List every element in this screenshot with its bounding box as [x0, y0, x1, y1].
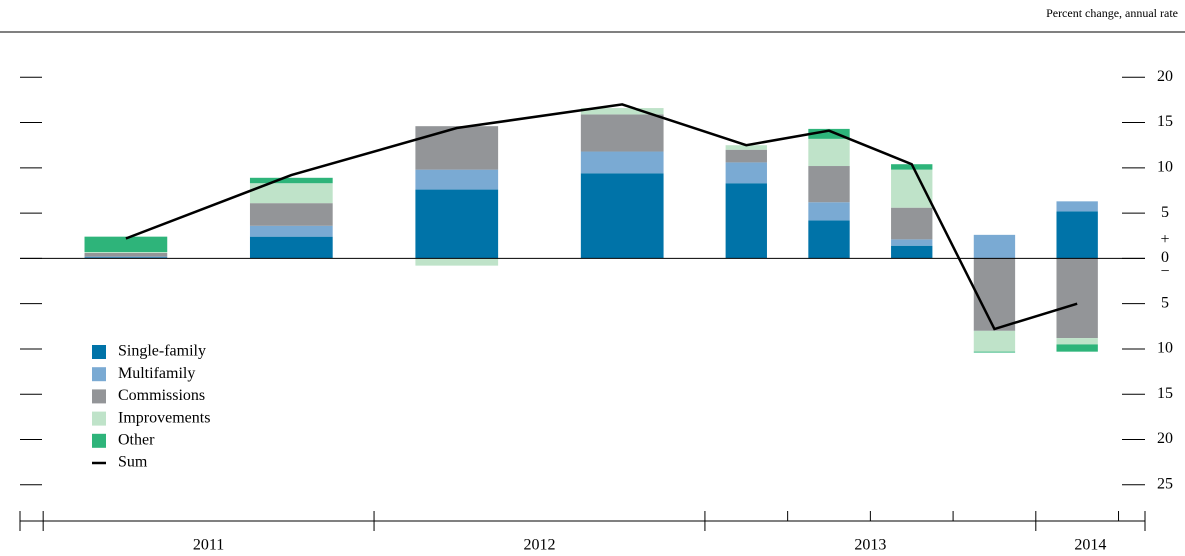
bar-segment	[249, 203, 333, 226]
legend-swatch	[92, 433, 106, 448]
bar-segment	[1056, 201, 1098, 212]
unit-label: Percent change, annual rate	[1046, 6, 1178, 20]
bar-segment	[84, 252, 168, 253]
x-tick-label: 2013	[854, 537, 886, 554]
bar-segment	[891, 239, 933, 246]
legend-label: Single-family	[118, 343, 206, 360]
legend-swatch	[92, 411, 106, 426]
bar-segment	[249, 183, 333, 204]
x-tick-label: 2014	[1074, 537, 1106, 554]
bar-segment	[249, 177, 333, 184]
y-tick-label: 0	[1161, 249, 1169, 266]
y-tick-label: 10	[1157, 340, 1173, 357]
bar-segment	[973, 330, 1016, 352]
legend-swatch	[92, 345, 106, 359]
bar-segment	[415, 169, 499, 190]
sign-label: −	[1160, 263, 1169, 280]
bar-segment	[725, 162, 767, 184]
bar-segment	[725, 149, 767, 163]
legend-label: Commissions	[118, 387, 205, 404]
y-tick-label: 20	[1157, 430, 1173, 447]
bar-segment	[1056, 338, 1098, 345]
bar-segment	[973, 234, 1016, 259]
y-tick-label: 5	[1161, 204, 1169, 221]
bar-segment	[415, 189, 499, 259]
legend-swatch	[92, 367, 106, 382]
bar-segment	[725, 145, 767, 150]
legend-label: Other	[118, 431, 155, 448]
sum-line	[125, 103, 1078, 331]
bar-segment	[973, 351, 1016, 353]
legend-label: Sum	[118, 454, 148, 471]
bar-segment	[891, 207, 933, 240]
y-tick-label: 15	[1157, 385, 1173, 402]
y-tick-label: 20	[1157, 68, 1173, 85]
bar-segment	[580, 114, 664, 152]
y-tick-label: 10	[1157, 159, 1173, 176]
bar-segment	[84, 256, 168, 258]
bar-segment	[84, 252, 168, 257]
y-tick-label: 5	[1161, 294, 1169, 311]
bar-segment	[1056, 344, 1098, 352]
bar-segment	[725, 183, 767, 259]
legend-label: Improvements	[118, 409, 210, 426]
x-tick-label: 2012	[523, 537, 555, 554]
bar-segment	[808, 138, 850, 167]
bar-segment	[973, 258, 1016, 331]
bar-segment	[580, 108, 664, 115]
bar-segment	[1056, 211, 1098, 259]
bar-segment	[580, 173, 664, 259]
bar-segment	[415, 258, 499, 266]
x-tick-label: 2011	[193, 537, 224, 554]
y-tick-label: 15	[1157, 113, 1173, 130]
y-tick-label: 25	[1157, 475, 1173, 492]
bar-segment	[84, 236, 168, 253]
bar-segment	[1056, 258, 1098, 339]
bar-segment	[808, 166, 850, 203]
bar-segment	[415, 126, 499, 170]
bar-segment	[808, 202, 850, 221]
bar-segment	[249, 236, 333, 259]
sign-label: +	[1160, 231, 1169, 248]
bar-segment	[580, 151, 664, 174]
bar-segment	[249, 225, 333, 237]
legend-swatch	[92, 389, 106, 404]
bar-segment	[808, 128, 850, 139]
bar-segment	[808, 220, 850, 259]
legend-label: Multifamily	[118, 365, 195, 382]
bar-segment	[891, 169, 933, 208]
bar-segment	[891, 245, 933, 259]
